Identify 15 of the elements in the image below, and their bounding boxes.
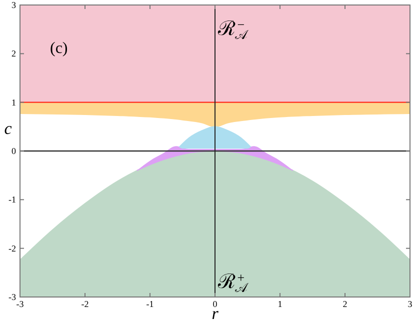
y-tick-label: 2 xyxy=(12,48,16,59)
y-axis-title: c xyxy=(4,119,12,138)
y-tick-label: -1 xyxy=(8,194,16,205)
x-tick-label: -1 xyxy=(146,299,154,309)
y-tick-label: -3 xyxy=(8,292,16,302)
x-tick-label: 3 xyxy=(408,299,413,309)
y-tick-label: -2 xyxy=(8,243,16,254)
y-tick-label: 0 xyxy=(12,146,16,156)
x-tick-label: 0 xyxy=(212,299,218,309)
x-tick-label: 2 xyxy=(342,299,348,309)
x-tick-label: -2 xyxy=(81,299,89,309)
x-tick-label: 1 xyxy=(278,299,282,309)
y-tick-label: 3 xyxy=(12,0,16,10)
y-tick-label: 1 xyxy=(12,97,16,108)
annotation: (c) xyxy=(50,40,68,57)
